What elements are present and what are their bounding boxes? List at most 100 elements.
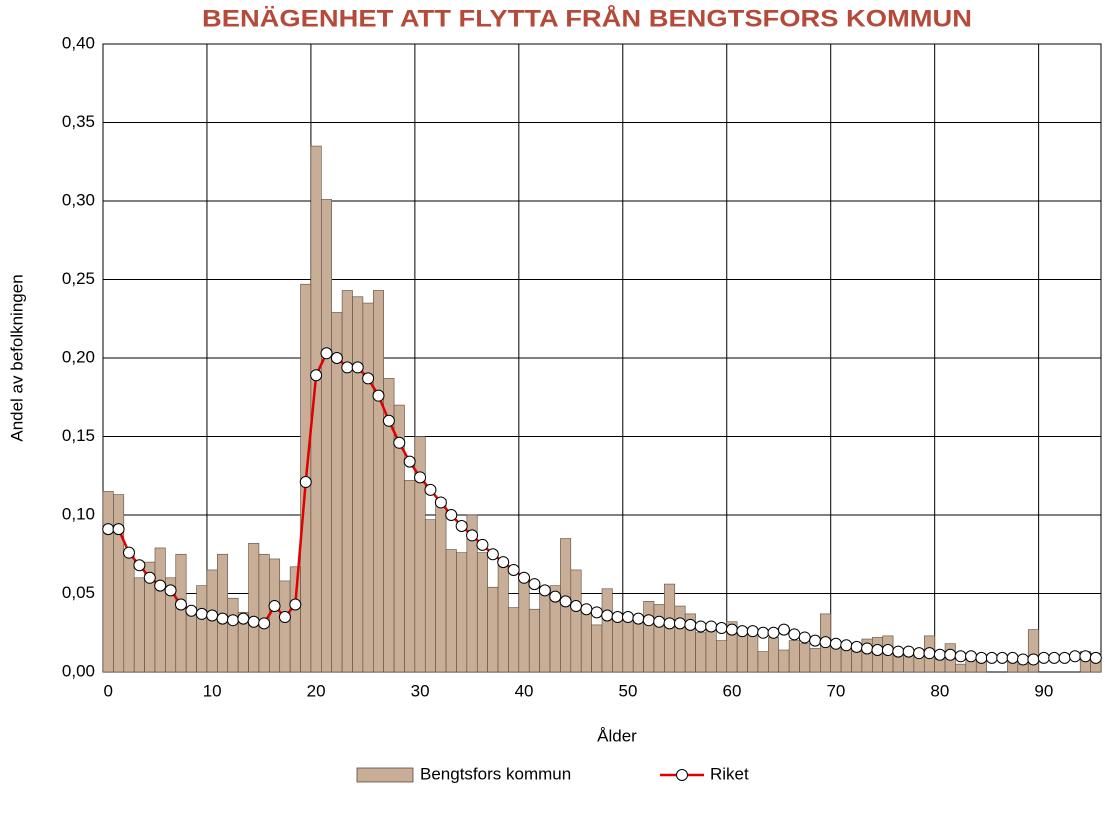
bar [372, 290, 384, 673]
bar [196, 585, 208, 673]
x-tick-label: 0 [103, 681, 112, 700]
line-marker [102, 523, 115, 536]
line-marker [777, 623, 790, 636]
line-marker [174, 598, 187, 611]
y-tick-label: 0,15 [62, 426, 95, 445]
bar [445, 549, 457, 673]
line-marker [445, 509, 458, 521]
bar [476, 552, 488, 673]
line-marker [725, 623, 738, 636]
line-marker [902, 645, 915, 658]
bar [154, 547, 166, 673]
y-tick-label: 0,05 [62, 583, 95, 602]
bar [258, 553, 270, 673]
y-tick-label: 0,35 [62, 112, 95, 131]
line-marker [507, 563, 520, 576]
line-marker [788, 628, 801, 641]
bar [424, 519, 436, 673]
bar [404, 480, 416, 673]
line-marker [996, 651, 1009, 664]
bar [279, 580, 291, 673]
line-marker [861, 642, 874, 655]
line-marker [268, 600, 281, 613]
line-marker [528, 578, 541, 591]
line-marker [632, 612, 645, 625]
line-marker [798, 631, 811, 644]
bar [321, 199, 333, 673]
bar [102, 491, 114, 673]
y-axis-label: Andel av befolkningen [7, 274, 26, 441]
line-marker [1069, 650, 1082, 663]
line-marker [164, 584, 177, 597]
line-marker [1089, 651, 1102, 664]
line-marker [954, 650, 967, 663]
line-marker [320, 347, 333, 360]
line-marker [247, 615, 260, 628]
bar [632, 616, 644, 673]
line-marker [154, 579, 167, 592]
chart-title: BENÄGENHET ATT FLYTTA FRÅN BENGTSFORS KO… [202, 4, 972, 32]
bar [674, 605, 686, 673]
line-marker [206, 609, 219, 622]
y-tick-label: 0,20 [62, 347, 95, 366]
y-tick-label: 0,10 [62, 504, 95, 523]
bar [705, 629, 717, 673]
line-marker [694, 620, 707, 633]
bar [113, 494, 125, 673]
bar [799, 643, 811, 673]
line-marker [414, 471, 427, 484]
bar [539, 590, 551, 673]
bar [955, 663, 967, 673]
bar [528, 608, 540, 673]
line-marker [362, 372, 375, 385]
line-marker [455, 519, 468, 532]
y-tick-label: 0,00 [62, 661, 95, 680]
line-marker [736, 625, 749, 638]
line-marker [715, 622, 728, 635]
bar [362, 302, 374, 673]
line-marker [143, 571, 156, 584]
line-marker [663, 617, 676, 630]
line-marker [330, 352, 343, 364]
x-tick-label: 50 [619, 681, 638, 700]
line-marker [466, 529, 479, 542]
line-marker [393, 436, 406, 449]
line-marker [767, 626, 780, 639]
x-tick-label: 30 [411, 681, 430, 700]
bar [591, 624, 603, 673]
line-marker [258, 617, 271, 630]
line-marker [310, 369, 323, 382]
line-marker [237, 612, 250, 625]
line-marker [746, 625, 759, 638]
bar [695, 632, 707, 673]
bar [133, 577, 145, 673]
bar [934, 659, 946, 673]
bar [809, 648, 821, 673]
y-tick-label: 0,25 [62, 269, 95, 288]
line-marker [965, 650, 978, 663]
line-marker [913, 647, 926, 660]
line-marker [1017, 653, 1030, 666]
bar [653, 604, 665, 673]
line-marker [1037, 651, 1050, 664]
bar [456, 552, 468, 673]
line-marker [944, 648, 957, 661]
line-marker [341, 361, 354, 374]
bar [289, 566, 301, 673]
line-marker [538, 584, 551, 597]
line-marker [601, 609, 614, 622]
bar [435, 498, 447, 673]
line-marker [549, 590, 562, 603]
line-marker [871, 644, 884, 657]
x-tick-label: 10 [203, 681, 222, 700]
bar [1027, 629, 1039, 673]
x-tick-label: 40 [515, 681, 534, 700]
bar [269, 558, 281, 673]
bar [643, 601, 655, 673]
x-tick-label: 90 [1034, 681, 1053, 700]
line-marker [289, 598, 302, 611]
line-marker [434, 496, 447, 509]
line-marker [819, 636, 832, 649]
bar [331, 312, 343, 673]
y-tick-label: 0,30 [62, 190, 95, 209]
